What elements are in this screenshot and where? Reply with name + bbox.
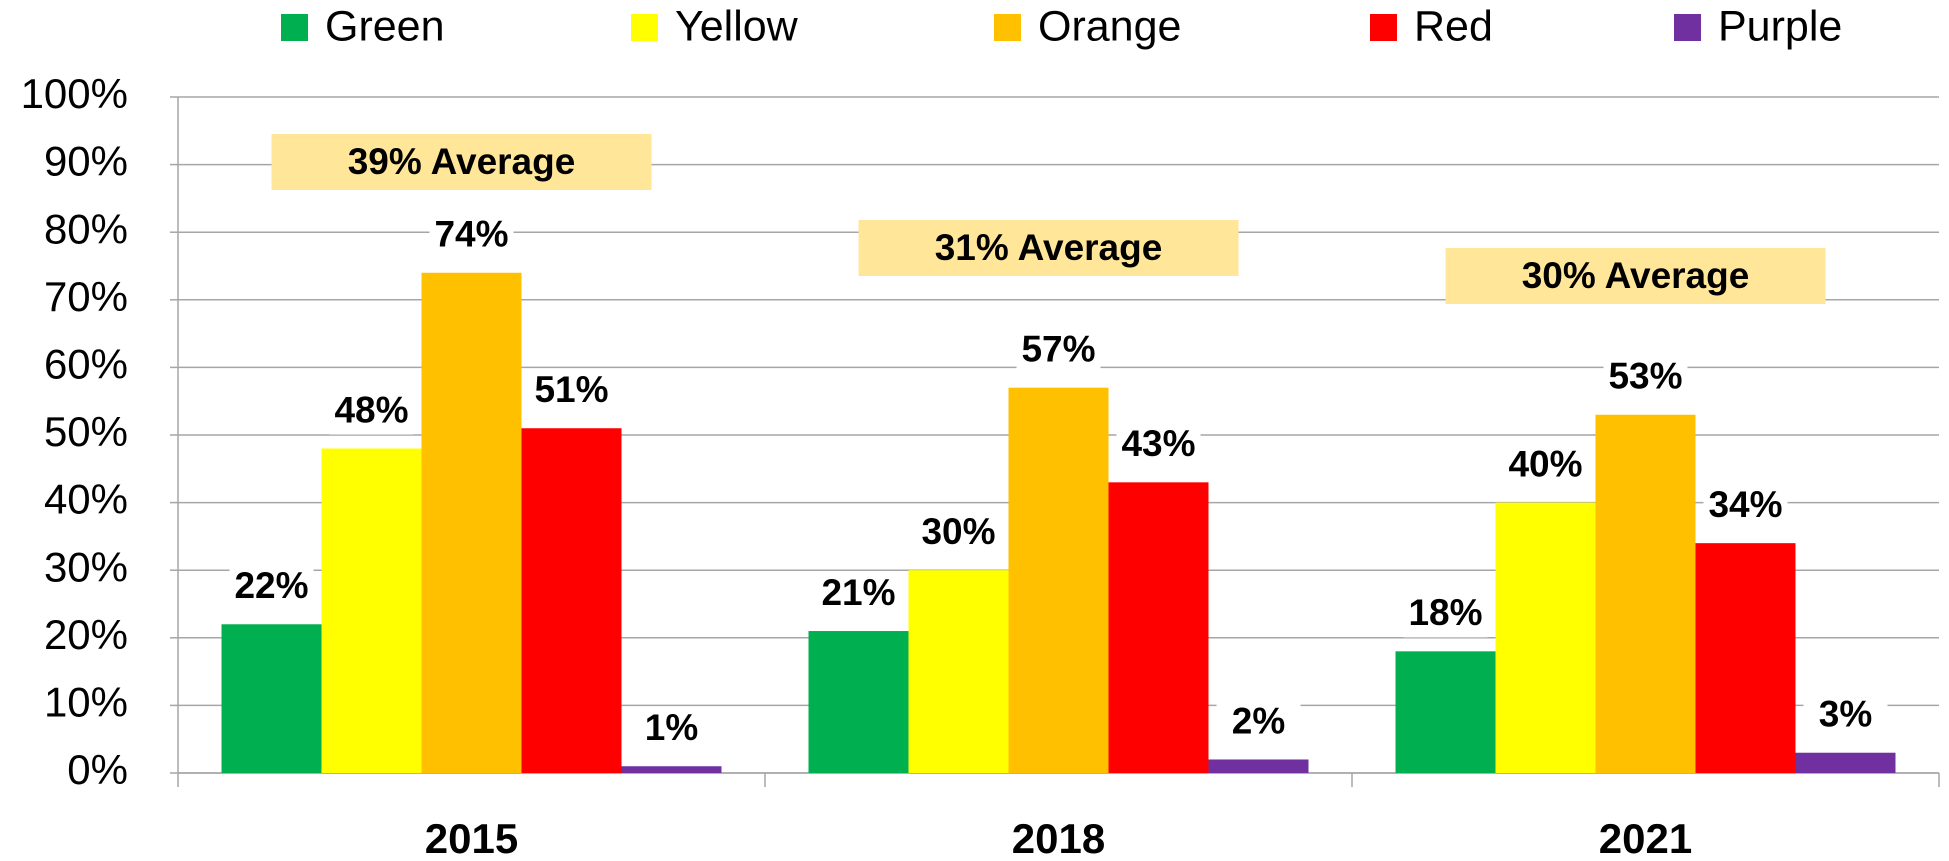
value-label-bg <box>816 573 901 618</box>
value-label-bg <box>1803 694 1888 739</box>
x-tick-label: 2015 <box>425 815 518 861</box>
y-tick-label: 80% <box>44 205 128 252</box>
value-label-bg <box>1216 701 1301 746</box>
bar <box>321 448 422 773</box>
bar <box>1108 482 1209 773</box>
annotation: 39% Average <box>348 141 576 182</box>
value-label: 74% <box>434 214 508 255</box>
bar <box>1495 502 1596 773</box>
bar <box>1395 651 1496 773</box>
value-label: 2% <box>1232 700 1285 741</box>
legend-label: Yellow <box>675 2 799 50</box>
value-label: 21% <box>821 572 895 613</box>
legend-marker <box>281 14 308 41</box>
bar <box>1595 414 1696 773</box>
value-label-bg <box>629 708 714 753</box>
annotation: 30% Average <box>1522 255 1750 296</box>
value-label: 1% <box>645 707 698 748</box>
value-label: 34% <box>1708 484 1782 525</box>
value-label: 22% <box>234 565 308 606</box>
y-tick-label: 0% <box>67 746 128 793</box>
legend-marker <box>631 14 658 41</box>
value-label-bg <box>1703 485 1788 530</box>
legend-label: Red <box>1414 2 1493 50</box>
value-label: 53% <box>1608 356 1682 397</box>
value-label-bg <box>529 370 614 415</box>
y-tick-label: 40% <box>44 476 128 523</box>
value-label: 43% <box>1121 423 1195 464</box>
value-label: 18% <box>1408 592 1482 633</box>
value-label: 30% <box>921 511 995 552</box>
legend-label: Green <box>325 2 445 50</box>
bar <box>808 631 909 773</box>
value-label: 48% <box>334 389 408 430</box>
value-label-bg <box>1603 356 1688 401</box>
value-label-bg <box>329 390 414 435</box>
legend-marker <box>1370 14 1397 41</box>
legend-marker <box>994 14 1021 41</box>
annotation: 31% Average <box>935 227 1163 268</box>
value-label: 57% <box>1021 328 1095 369</box>
y-tick-label: 100% <box>21 70 128 117</box>
value-label: 51% <box>534 369 608 410</box>
value-label: 3% <box>1819 694 1872 735</box>
x-tick-label: 2018 <box>1012 815 1105 861</box>
value-label-bg <box>429 214 514 259</box>
value-label-bg <box>1403 593 1488 638</box>
y-tick-label: 20% <box>44 611 128 658</box>
x-tick-label: 2021 <box>1599 815 1692 861</box>
bar <box>1795 752 1896 773</box>
y-tick-label: 10% <box>44 678 128 725</box>
annotation-box <box>858 220 1239 276</box>
bar <box>221 624 322 773</box>
bar <box>521 428 622 773</box>
value-label-bg <box>1116 424 1201 469</box>
legend-marker <box>1674 14 1701 41</box>
bar <box>1208 759 1309 773</box>
value-label-bg <box>1016 329 1101 374</box>
value-label-bg <box>1503 444 1588 489</box>
annotation-box <box>271 134 652 190</box>
value-label-bg <box>229 566 314 611</box>
bar <box>421 272 522 773</box>
y-tick-label: 90% <box>44 138 128 185</box>
bar <box>1695 543 1796 773</box>
value-label-bg <box>916 512 1001 557</box>
value-label: 40% <box>1508 443 1582 484</box>
y-tick-label: 70% <box>44 273 128 320</box>
legend-label: Orange <box>1038 2 1181 50</box>
bar <box>908 570 1009 773</box>
y-tick-label: 30% <box>44 543 128 590</box>
y-tick-label: 60% <box>44 340 128 387</box>
bar <box>1008 387 1109 773</box>
annotation-box <box>1445 248 1826 304</box>
bar <box>621 766 722 773</box>
y-tick-label: 50% <box>44 408 128 455</box>
legend-label: Purple <box>1718 2 1842 50</box>
